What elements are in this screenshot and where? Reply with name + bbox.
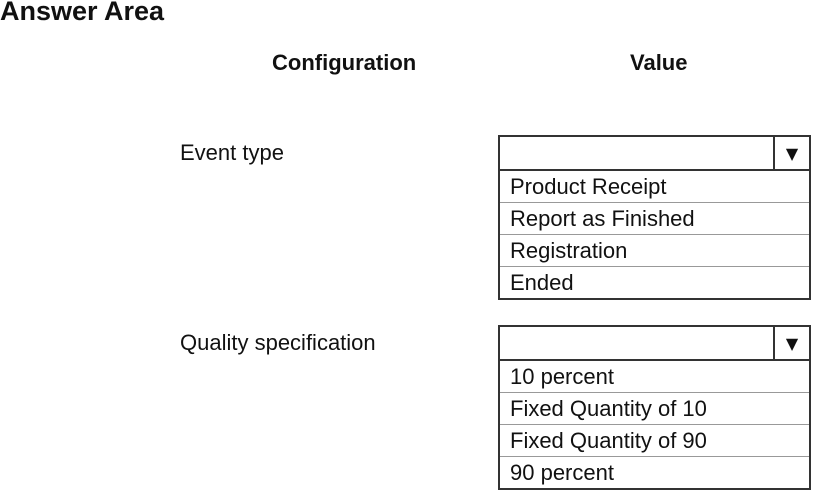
- event-type-select[interactable]: ▼: [500, 137, 809, 171]
- option-10-percent[interactable]: 10 percent: [500, 361, 809, 393]
- option-report-as-finished[interactable]: Report as Finished: [500, 203, 809, 235]
- quality-specification-label: Quality specification: [180, 330, 376, 355]
- option-fixed-quantity-10[interactable]: Fixed Quantity of 10: [500, 393, 809, 425]
- chevron-down-icon[interactable]: ▼: [773, 327, 809, 359]
- value-header: Value: [630, 50, 688, 75]
- option-90-percent[interactable]: 90 percent: [510, 460, 614, 485]
- option-ended[interactable]: Ended: [510, 270, 574, 295]
- chevron-down-icon[interactable]: ▼: [773, 137, 809, 169]
- option-fixed-quantity-90[interactable]: Fixed Quantity of 90: [500, 425, 809, 457]
- event-type-dropdown[interactable]: ▼ Product Receipt Report as Finished Reg…: [498, 135, 811, 300]
- answer-area-title: Answer Area: [0, 0, 165, 26]
- quality-specification-select[interactable]: ▼: [500, 327, 809, 361]
- event-type-label: Event type: [180, 140, 284, 165]
- configuration-header: Configuration: [272, 50, 417, 75]
- option-product-receipt[interactable]: Product Receipt: [500, 171, 809, 203]
- quality-specification-dropdown[interactable]: ▼ 10 percent Fixed Quantity of 10 Fixed …: [498, 325, 811, 490]
- option-registration[interactable]: Registration: [500, 235, 809, 267]
